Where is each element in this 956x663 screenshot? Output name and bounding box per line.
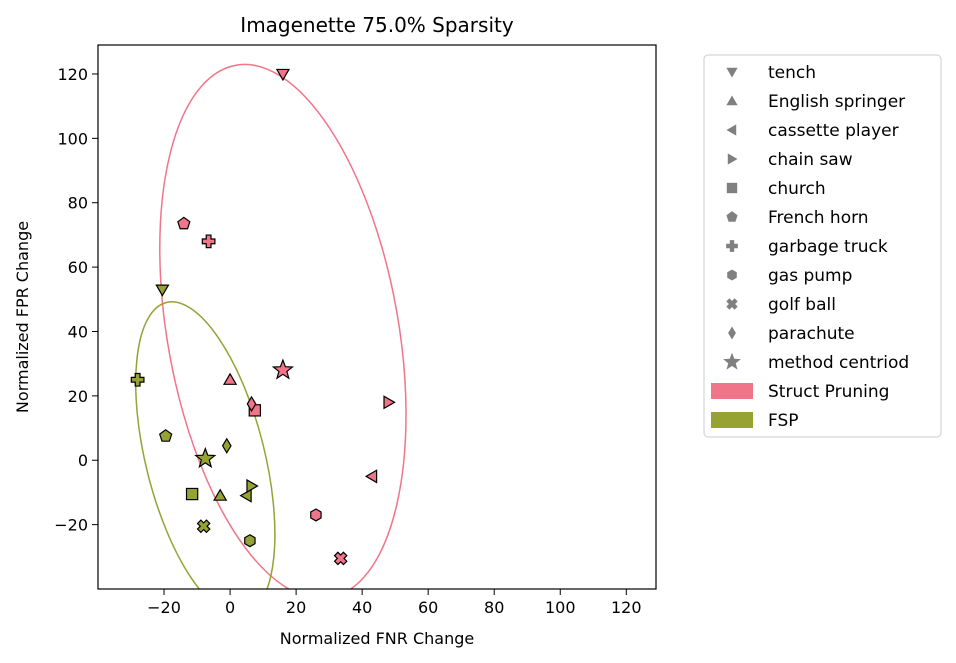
x-tick-label: 20	[286, 598, 306, 617]
point-struct-pruning-english-springer	[222, 372, 238, 385]
legend-item-struct-pruning: Struct Pruning	[711, 382, 889, 402]
point-fsp-french-horn	[158, 429, 173, 442]
point-fsp-church	[185, 487, 199, 501]
y-tick-label: 60	[68, 258, 88, 277]
legend-swatch	[711, 412, 753, 428]
data-points	[130, 68, 396, 566]
legend-item-parachute: parachute	[728, 324, 855, 344]
legend: tench English springer cassette player chai…	[703, 54, 942, 438]
y-tick-label: 100	[57, 129, 88, 148]
legend-label: method centriod	[768, 353, 909, 373]
plot-frame	[97, 44, 657, 590]
legend-item-method-centriod: method centriod	[723, 352, 909, 373]
legend-item-tench: tench	[726, 63, 816, 83]
x-tick-label: 40	[352, 598, 372, 617]
point-struct-pruning-chain-saw	[383, 395, 396, 410]
legend-marker	[726, 240, 738, 252]
legend-item-french-horn: French horn	[726, 208, 869, 228]
x-tick-label: 0	[225, 598, 235, 617]
centroid-struct-pruning	[271, 358, 295, 380]
x-tick-label: 60	[418, 598, 438, 617]
point-struct-pruning-gas-pump	[310, 508, 322, 522]
x-tick-label: 100	[545, 598, 576, 617]
legend-item-gas-pump: gas pump	[727, 266, 852, 286]
point-fsp-cassette-player	[239, 488, 252, 503]
legend-item-cassette-player: cassette player	[726, 121, 899, 141]
legend-label: church	[768, 179, 826, 199]
legend-marker	[728, 326, 736, 340]
point-fsp-english-springer	[213, 488, 228, 501]
legend-marker	[726, 95, 738, 106]
y-tick-label: 80	[68, 194, 88, 213]
point-fsp-chain-saw	[246, 478, 259, 494]
legend-label: garbage truck	[768, 237, 888, 257]
legend-label: golf ball	[768, 295, 836, 315]
point-struct-pruning-french-horn	[177, 216, 191, 230]
ellipse-struct-pruning	[159, 63, 407, 589]
legend-label: parachute	[768, 324, 855, 344]
legend-marker	[727, 269, 737, 281]
y-tick-label: 20	[68, 387, 88, 406]
y-axis-label: Normalized FPR Change	[13, 221, 32, 413]
legend-marker	[727, 153, 738, 165]
legend-item-church: church	[726, 179, 826, 199]
y-tick-label: 0	[78, 451, 88, 470]
legend-label: cassette player	[768, 121, 899, 141]
legend-label: gas pump	[768, 266, 852, 286]
point-struct-pruning-parachute	[246, 395, 257, 413]
legend-item-fsp: FSP	[711, 411, 799, 431]
legend-item-garbage-truck: garbage truck	[726, 237, 888, 257]
y-tick-label: −20	[54, 516, 88, 535]
legend-marker	[723, 352, 741, 370]
legend-marker	[726, 124, 737, 136]
legend-label: French horn	[768, 208, 869, 228]
point-fsp-garbage-truck	[130, 372, 145, 387]
point-fsp-golf-ball	[196, 519, 211, 534]
legend-label: English springer	[768, 92, 905, 112]
legend-label: Struct Pruning	[768, 382, 889, 402]
legend-label: chain saw	[768, 150, 853, 170]
legend-label: FSP	[768, 411, 799, 431]
point-fsp-tench	[155, 284, 170, 297]
ellipse-fsp	[134, 301, 276, 589]
y-tick-label: 120	[57, 65, 88, 84]
point-struct-pruning-golf-ball	[333, 551, 348, 566]
x-tick-label: 80	[484, 598, 504, 617]
point-fsp-parachute	[221, 437, 232, 454]
point-struct-pruning-cassette-player	[364, 469, 378, 484]
legend-item-english-springer: English springer	[726, 92, 905, 112]
point-fsp-gas-pump	[244, 534, 256, 548]
point-struct-pruning-tench	[275, 68, 290, 82]
centroid-fsp	[194, 446, 217, 469]
x-axis-ticks: −20 0 20 40 60 80 100 120	[147, 589, 642, 617]
legend-marker	[726, 182, 738, 194]
y-tick-label: 40	[68, 322, 88, 341]
point-struct-pruning-garbage-truck	[201, 234, 216, 249]
x-axis-label: Normalized FNR Change	[280, 629, 474, 648]
legend-item-chain-saw: chain saw	[727, 150, 853, 170]
legend-label: tench	[768, 63, 816, 83]
legend-marker	[726, 67, 738, 78]
legend-marker	[726, 298, 738, 310]
legend-swatch	[711, 383, 753, 399]
legend-marker	[726, 211, 738, 222]
chart-title: Imagenette 75.0% Sparsity	[240, 13, 514, 37]
legend-frame	[703, 54, 942, 438]
legend-item-golf-ball: golf ball	[726, 295, 836, 315]
confidence-ellipses	[134, 63, 407, 589]
x-tick-label: −20	[147, 598, 181, 617]
x-tick-label: 120	[611, 598, 642, 617]
y-axis-ticks: −20 0 20 40 60 80 100 120	[54, 65, 98, 535]
